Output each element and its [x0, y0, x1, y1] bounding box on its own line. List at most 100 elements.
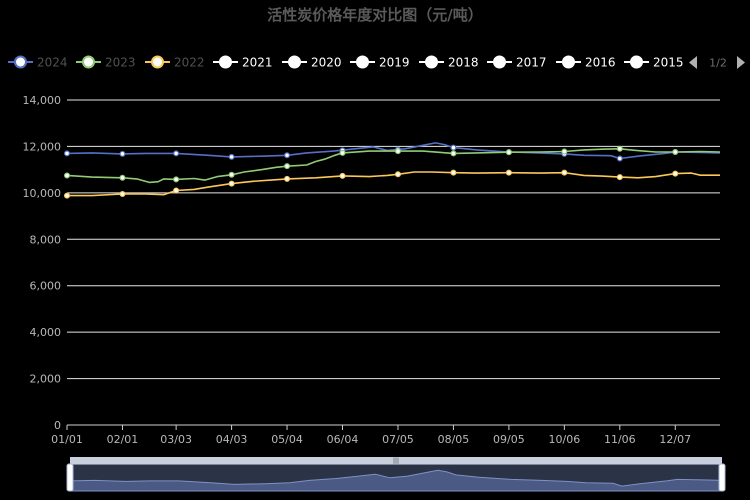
data-point: [672, 149, 679, 156]
y-tick-label: 2,000: [30, 373, 62, 386]
data-point: [616, 155, 623, 162]
chart-title: 活性炭价格年度对比图（元/吨）: [267, 6, 482, 24]
legend-label: 2024: [37, 56, 68, 70]
data-point: [228, 153, 235, 160]
data-point: [394, 148, 401, 155]
legend-item-2023[interactable]: 2023: [76, 55, 136, 70]
x-tick-label: 02/01: [107, 433, 139, 446]
x-tick-label: 08/05: [438, 433, 470, 446]
data-point: [63, 192, 70, 199]
data-point: [119, 150, 126, 157]
y-tick-label: 8,000: [30, 233, 62, 246]
legend-marker: [14, 55, 27, 69]
legend-item-2020[interactable]: 2020: [282, 55, 342, 70]
x-tick-label: 11/06: [604, 433, 636, 446]
data-point: [505, 149, 512, 156]
data-point: [561, 148, 568, 155]
y-tick-label: 6,000: [30, 280, 62, 293]
legend-marker: [425, 55, 438, 69]
data-point: [284, 175, 291, 182]
series-layer: [63, 142, 721, 199]
legend-label: 2017: [516, 56, 547, 70]
legend-item-2018[interactable]: 2018: [419, 55, 479, 70]
y-axis: 0 2,000 4,000 6,000 8,000 10,000 12,000 14,000: [23, 94, 62, 432]
y-tick-label: 4,000: [30, 326, 62, 339]
data-point: [450, 169, 457, 176]
legend-item-2024[interactable]: 2024: [8, 55, 68, 70]
x-tick-label: 12/07: [659, 433, 691, 446]
legend-marker: [493, 55, 506, 69]
data-point: [339, 149, 346, 156]
data-point: [284, 152, 291, 159]
data-point: [119, 191, 126, 198]
zoom-preview-area: [69, 469, 723, 492]
data-point: [284, 163, 291, 170]
legend-marker: [562, 55, 575, 69]
data-point: [119, 174, 126, 181]
legend-label: 2015: [653, 56, 684, 70]
legend-label: 2020: [311, 56, 342, 70]
legend-marker: [151, 55, 164, 69]
series-2022: [63, 169, 720, 199]
legend-marker: [630, 55, 643, 69]
x-tick-label: 10/06: [549, 433, 581, 446]
legend-marker: [219, 55, 232, 69]
legend: 2024 2023 2022 2021 2020 2019 2018 2017 2016 2015…: [8, 55, 745, 70]
x-tick-label: 05/04: [271, 433, 303, 446]
data-point: [228, 180, 235, 187]
legend-marker: [356, 55, 369, 69]
y-tick-label: 12,000: [23, 140, 62, 153]
data-point: [450, 150, 457, 157]
x-axis: 01/01 02/01 03/03 04/03 05/04 06/04 07/05 08/05…: [51, 425, 691, 446]
data-point: [173, 187, 180, 194]
legend-label: 2022: [174, 56, 205, 70]
legend-label: 2018: [448, 56, 479, 70]
legend-next-page-button[interactable]: [737, 56, 745, 69]
data-point: [505, 169, 512, 176]
x-tick-label: 04/03: [216, 433, 248, 446]
data-point: [616, 174, 623, 181]
legend-label: 2019: [379, 56, 410, 70]
legend-label: 2023: [105, 56, 136, 70]
data-zoom-slider[interactable]: |||: [66, 457, 726, 492]
data-point: [228, 171, 235, 178]
x-tick-label: 01/01: [51, 433, 83, 446]
data-point: [561, 169, 568, 176]
data-point: [672, 170, 679, 177]
series-2023: [63, 145, 721, 184]
legend-prev-page-button[interactable]: [689, 56, 697, 69]
legend-label: 2021: [242, 56, 273, 70]
data-point: [63, 172, 70, 179]
y-tick-label: 10,000: [23, 187, 62, 200]
zoom-move-handle[interactable]: [70, 457, 722, 464]
legend-page-indicator: 1/2: [709, 57, 727, 70]
data-point: [394, 171, 401, 178]
data-point: [173, 176, 180, 183]
series-line-2023: [66, 148, 721, 184]
x-tick-label: 06/04: [327, 433, 359, 446]
x-tick-label: 03/03: [160, 433, 192, 446]
y-tick-label: 0: [54, 419, 61, 432]
data-point: [450, 144, 457, 151]
data-point: [616, 145, 623, 152]
legend-item-2015[interactable]: 2015: [624, 55, 684, 70]
y-tick-label: 14,000: [23, 94, 62, 107]
legend-item-2022[interactable]: 2022: [145, 55, 205, 70]
x-tick-label: 07/05: [382, 433, 414, 446]
legend-item-2019[interactable]: 2019: [350, 55, 410, 70]
legend-marker: [82, 55, 95, 69]
legend-marker: [288, 55, 301, 69]
x-tick-label: 09/05: [493, 433, 525, 446]
zoom-end-handle[interactable]: [718, 463, 726, 492]
data-point: [339, 172, 346, 179]
legend-item-2016[interactable]: 2016: [556, 55, 616, 70]
data-point: [173, 150, 180, 157]
data-point: [63, 150, 70, 157]
legend-item-2017[interactable]: 2017: [487, 55, 547, 70]
zoom-start-handle[interactable]: [66, 463, 74, 492]
zoom-move-handle-label: |||: [393, 458, 399, 465]
legend-label: 2016: [585, 56, 616, 70]
legend-item-2021[interactable]: 2021: [213, 55, 273, 70]
